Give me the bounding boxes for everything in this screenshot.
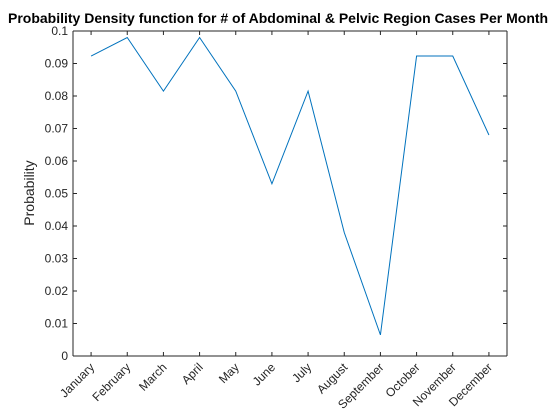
y-tick-label: 0.04 xyxy=(45,219,69,233)
series-line xyxy=(90,36,490,336)
y-ticks: 0 0.01 0.02 0.03 0.04 0.05 0.06 0.07 0.08 0.09 0.1 xyxy=(45,24,507,363)
x-tick-label: February xyxy=(90,360,134,404)
x-tick-label: July xyxy=(289,360,314,385)
y-tick-label: 0.07 xyxy=(45,122,69,136)
y-tick-label: 0.08 xyxy=(45,89,69,103)
x-tick-label: June xyxy=(250,360,279,389)
y-tick-label: 0.05 xyxy=(45,187,69,201)
y-tick-label: 0.03 xyxy=(45,252,69,266)
y-tick-label: 0.06 xyxy=(45,154,69,168)
y-tick-label: 0.02 xyxy=(45,284,69,298)
y-tick-label: 0.09 xyxy=(45,57,69,71)
x-tick-label: March xyxy=(136,360,169,393)
x-tick-label: May xyxy=(216,360,242,386)
y-tick-label: 0 xyxy=(61,349,68,363)
y-axis-label: Probability xyxy=(21,160,37,225)
x-tick-label: April xyxy=(179,360,206,387)
y-tick-label: 0.01 xyxy=(45,317,69,331)
y-tick-label: 0.1 xyxy=(51,24,68,38)
chart-title: Probability Density function for # of Ab… xyxy=(8,10,548,26)
plot-area xyxy=(73,31,507,356)
